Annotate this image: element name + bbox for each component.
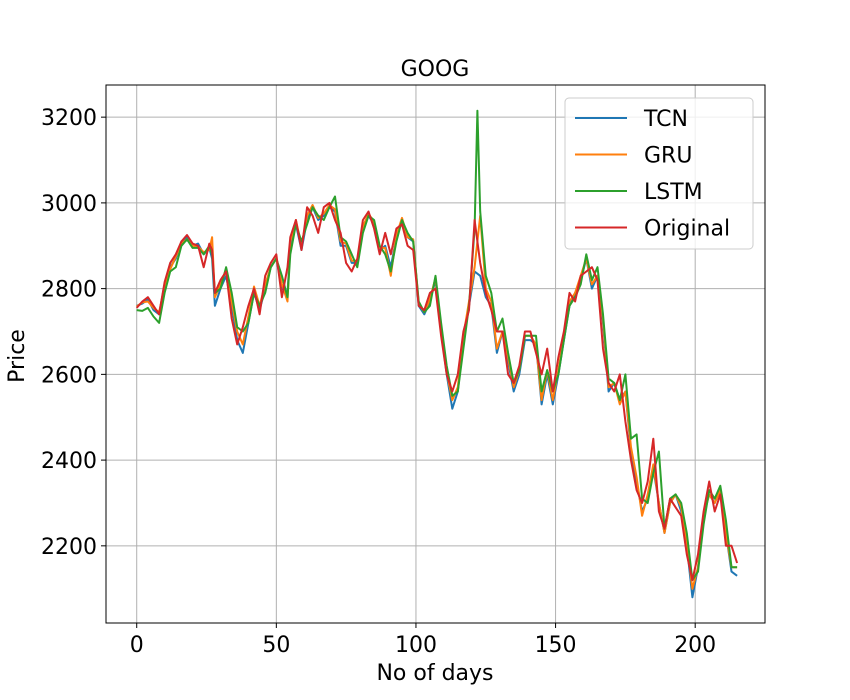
series-line-lstm: [136, 109, 738, 582]
legend: TCN GRU LSTM Original: [564, 97, 754, 250]
x-tick-label: 100: [395, 633, 437, 658]
y-axis: 2200 2400 2600 2800 3000 3200: [41, 106, 106, 560]
series-line-original: [135, 201, 739, 582]
legend-label-original: Original: [644, 217, 730, 242]
y-tick-label: 3200: [41, 106, 97, 131]
x-tick-label: 150: [535, 633, 577, 658]
plot-frame: [105, 84, 766, 624]
legend-box: [564, 97, 754, 250]
y-tick-label: 3000: [41, 192, 97, 217]
x-tick-label: 50: [262, 633, 290, 658]
chart-title: GOOG: [401, 57, 470, 82]
legend-label-tcn: TCN: [643, 107, 688, 132]
y-tick-label: 2600: [41, 363, 97, 388]
x-tick-label: 0: [130, 633, 144, 658]
y-tick-label: 2400: [41, 449, 97, 474]
series-lines: [135, 109, 739, 599]
y-tick-label: 2800: [41, 278, 97, 303]
y-axis-label: Price: [5, 329, 30, 383]
legend-label-gru: GRU: [644, 144, 692, 169]
x-tick-label: 200: [674, 633, 716, 658]
legend-label-lstm: LSTM: [644, 180, 703, 205]
x-axis: 0 50 100 150 200: [130, 623, 716, 658]
x-axis-label: No of days: [376, 661, 493, 686]
y-tick-label: 2200: [41, 535, 97, 560]
